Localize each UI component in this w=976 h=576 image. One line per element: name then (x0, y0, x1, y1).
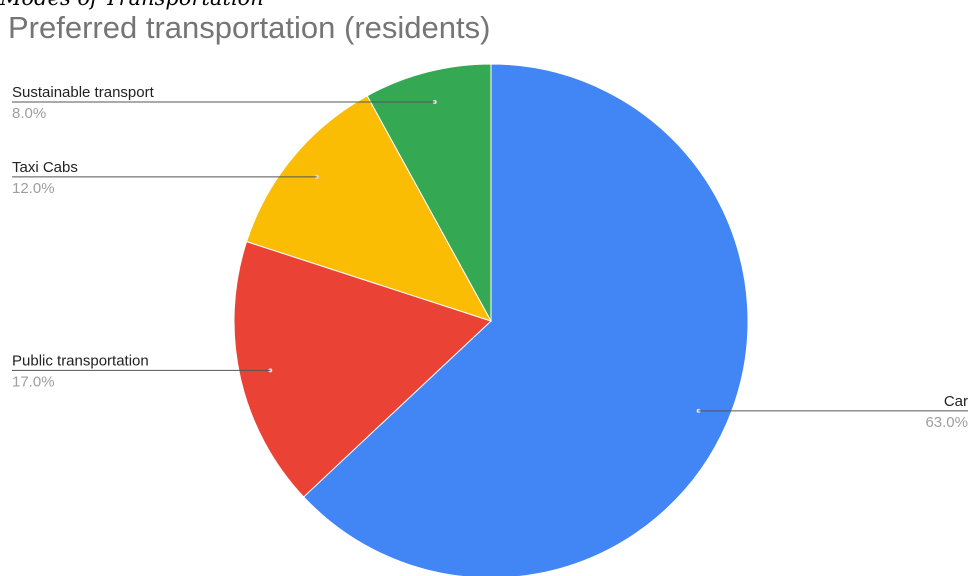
slice-percent-car: 63.0% (925, 414, 968, 431)
slice-sustainable-transport (366, 63, 492, 322)
slice-taxi-cabs (245, 95, 493, 322)
slice-label-car: Car (944, 393, 968, 410)
slice-label-public-transportation: Public transportation (12, 352, 149, 369)
slice-percent-sustainable-transport: 8.0% (12, 105, 46, 122)
slice-labels: Car 63.0% Public transportation 17.0% Taxi C… (12, 84, 968, 431)
slice-public-transportation (233, 240, 492, 498)
chart-title: Preferred transportation (residents) (8, 10, 491, 45)
pie-slices (233, 63, 749, 576)
slice-percent-taxi-cabs: 12.0% (12, 180, 55, 197)
slice-label-sustainable-transport: Sustainable transport (12, 84, 155, 101)
slice-percent-public-transportation: 17.0% (12, 373, 55, 390)
slice-label-taxi-cabs: Taxi Cabs (12, 159, 78, 176)
slice-car (302, 63, 749, 576)
caption-fragment: Modes of Transportation (0, 0, 264, 10)
